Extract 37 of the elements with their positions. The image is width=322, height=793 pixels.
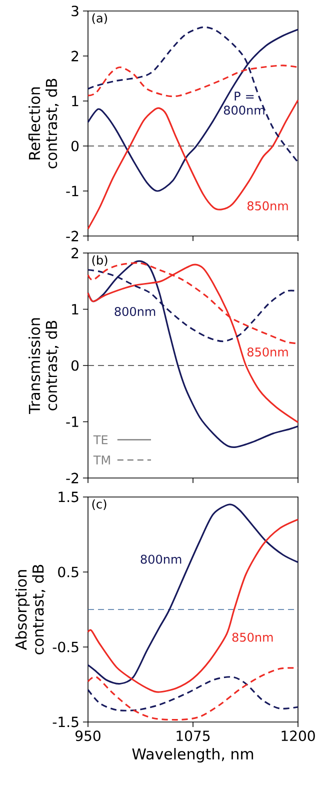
y-tick-label: 0.5 <box>58 566 78 578</box>
y-tick-label: -1.5 <box>52 716 78 728</box>
y-tick-label: 1.5 <box>58 492 78 502</box>
annotation: TE <box>93 435 108 444</box>
series-label: 850nm <box>247 347 288 357</box>
y-tick-label: 2 <box>72 50 78 62</box>
series-label: 800nm <box>114 306 156 316</box>
annotation: (b) <box>92 255 108 266</box>
annotation: (c) <box>92 499 106 510</box>
y-tick-label: 0 <box>71 360 79 371</box>
y-tick-label: -0.5 <box>52 642 78 652</box>
y-tick-label: 0 <box>71 140 79 152</box>
line-series <box>87 99 299 230</box>
line-series <box>87 667 299 721</box>
annotation: TM <box>93 456 110 464</box>
x-tick-label: 1200 <box>282 730 315 742</box>
y-tick-label: 1 <box>72 304 78 314</box>
x-tick-label: 950 <box>76 730 100 742</box>
y-tick-label: 2 <box>72 248 78 258</box>
y-tick-label: 1 <box>72 96 78 106</box>
x-axis-title: Wavelength, nm <box>132 748 254 763</box>
x-tick-label: 1075 <box>176 730 210 742</box>
series-label: 850nm <box>247 201 288 210</box>
series-label: P = 800nm <box>224 92 264 115</box>
y-axis-title: Absorption contrast, dB <box>15 564 46 654</box>
line-series <box>87 676 299 712</box>
y-axis-title: Reflection contrast, dB <box>28 78 59 168</box>
y-tick-label: 3 <box>72 6 78 16</box>
y-tick-label: -2 <box>66 230 78 242</box>
y-tick-label: -1 <box>66 186 78 196</box>
line-series <box>87 28 299 192</box>
y-axis-title: Transmission contrast, dB <box>28 318 59 414</box>
series-label: 850nm <box>232 632 273 642</box>
y-tick-label: -2 <box>66 472 78 484</box>
annotation: (a) <box>92 13 107 24</box>
series-label: 800nm <box>140 554 182 564</box>
y-tick-label: -1 <box>66 416 78 427</box>
